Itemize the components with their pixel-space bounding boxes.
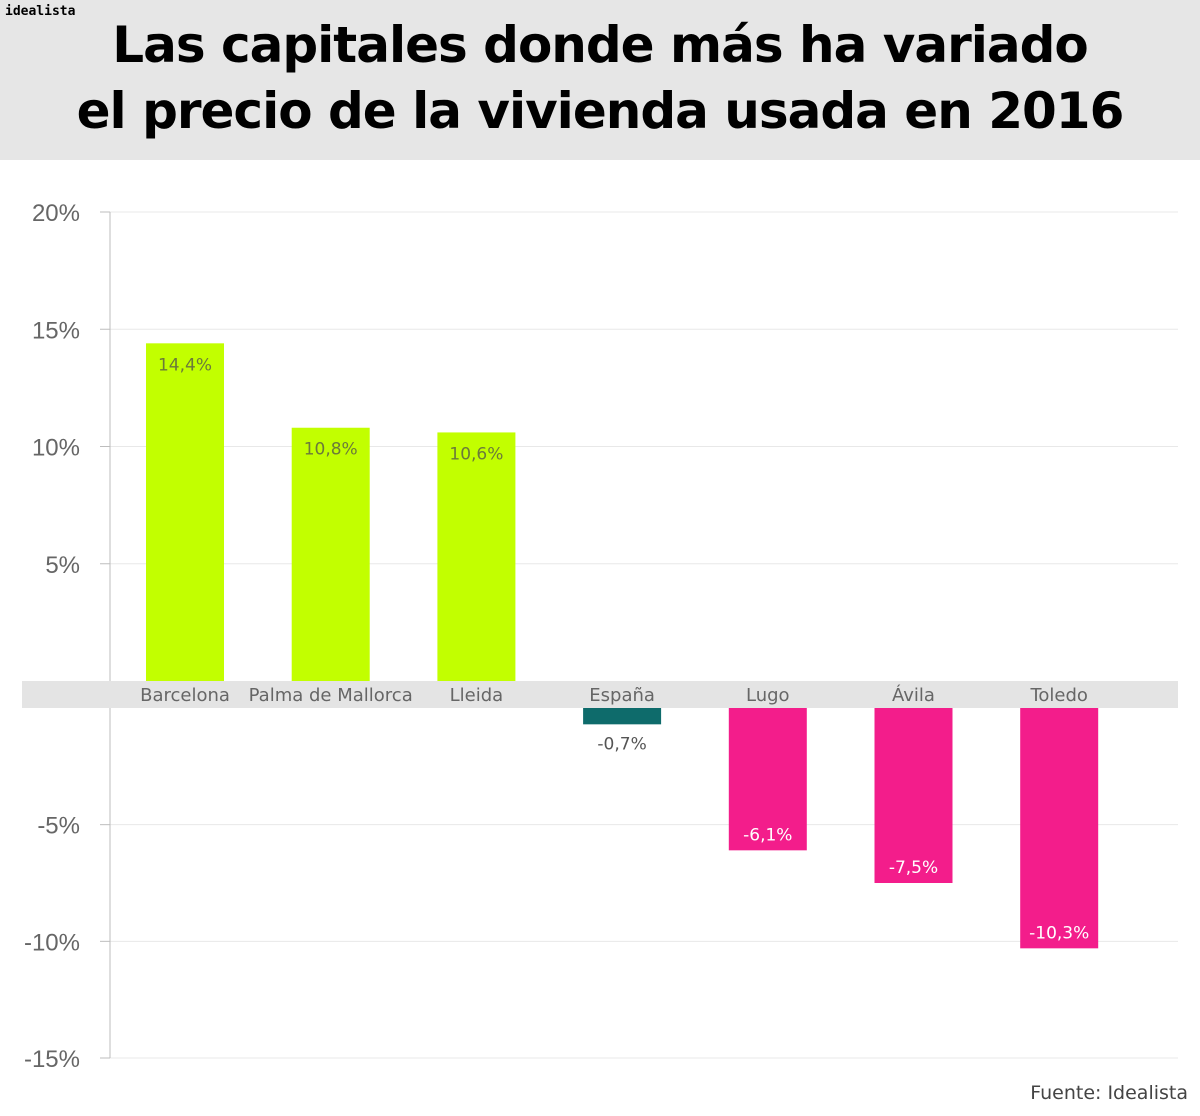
category-label: Palma de Mallorca: [249, 685, 413, 706]
y-tick-label: 10%: [32, 435, 80, 462]
data-label: -7,5%: [889, 858, 938, 878]
bar-ávila: [874, 708, 953, 883]
bar-lleida: [437, 432, 516, 681]
data-label: 10,6%: [449, 444, 503, 464]
y-tick-label: 15%: [32, 317, 80, 344]
category-label: Lugo: [746, 685, 790, 706]
chart-title-line-2: el precio de la vivienda usada en 2016: [76, 82, 1125, 140]
data-label: 14,4%: [158, 355, 212, 375]
bar-palma-de-mallorca: [291, 427, 370, 681]
category-label: España: [589, 685, 655, 706]
chart-title: Las capitales donde más ha variado el pr…: [0, 12, 1200, 144]
data-label: -0,7%: [597, 734, 646, 754]
category-label: Barcelona: [140, 685, 230, 706]
y-tick-label: -5%: [37, 813, 80, 840]
data-label: -6,1%: [743, 825, 792, 845]
category-label: Lleida: [450, 685, 504, 706]
bar-lugo: [728, 708, 807, 851]
zero-band: [22, 681, 1178, 708]
y-tick-label: 5%: [45, 552, 80, 579]
y-tick-label: -10%: [24, 929, 80, 956]
y-tick-label: 20%: [32, 200, 80, 227]
category-label: Toledo: [1029, 685, 1087, 706]
bar-toledo: [1020, 708, 1099, 949]
source-note: Fuente: Idealista: [1030, 1082, 1188, 1104]
category-label: Ávila: [892, 684, 935, 706]
chart-title-line-1: Las capitales donde más ha variado: [112, 16, 1089, 74]
bar-españa: [583, 708, 662, 725]
data-label: -10,3%: [1029, 923, 1089, 943]
data-label: 10,8%: [304, 440, 358, 460]
brand-logo: idealista: [5, 4, 76, 19]
bar-barcelona: [146, 343, 224, 681]
y-tick-label: -15%: [24, 1046, 80, 1073]
header-band: [0, 0, 1200, 160]
